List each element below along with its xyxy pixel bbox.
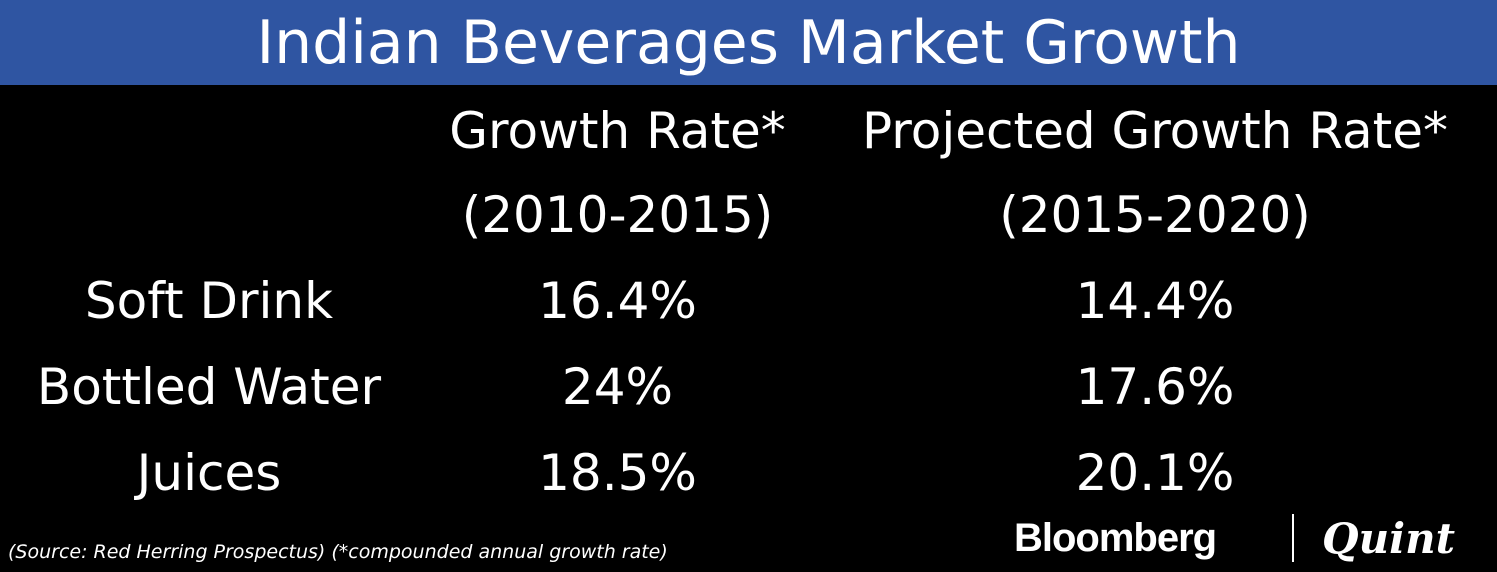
bloomberg-logo: Bloomberg [1014,515,1217,560]
value-soft-drink-projected: 14.4% [1075,272,1235,330]
value-bottled-water-growth: 24% [561,358,674,416]
col-header-growth-rate: Growth Rate* [449,102,786,160]
title-bar: Indian Beverages Market Growth [0,0,1497,85]
row-label-bottled-water: Bottled Water [36,358,382,416]
value-juices-growth: 18.5% [538,444,697,502]
value-bottled-water-projected: 17.6% [1075,358,1235,416]
row-label-juices: Juices [136,444,282,502]
source-note: (Source: Red Herring Prospectus) (*compo… [8,541,668,563]
col-header-projected-growth-rate-period: (2015-2020) [999,186,1311,244]
logo-divider [1292,514,1294,562]
quint-logo: Quint [1322,513,1456,563]
value-juices-projected: 20.1% [1075,444,1235,502]
chart-title: Indian Beverages Market Growth [256,7,1241,78]
row-label-soft-drink: Soft Drink [84,272,334,330]
col-header-projected-growth-rate: Projected Growth Rate* [862,102,1448,160]
col-header-growth-rate-period: (2010-2015) [461,186,774,244]
value-soft-drink-growth: 16.4% [538,272,697,330]
